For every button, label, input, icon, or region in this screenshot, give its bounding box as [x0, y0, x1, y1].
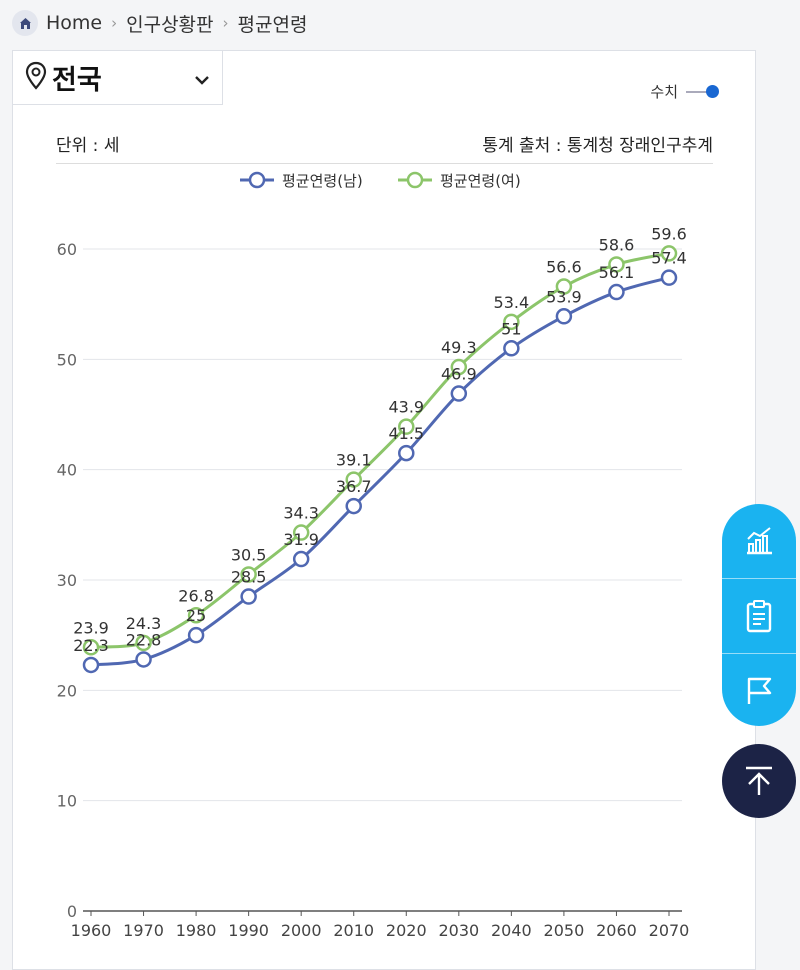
breadcrumb-population-dashboard[interactable]: 인구상황판: [126, 13, 214, 36]
data-point-female: [292, 524, 310, 541]
data-label-female: 59.6: [651, 224, 687, 243]
data-label-male: 57.4: [651, 249, 687, 268]
unit-label: 단위 : 세: [56, 136, 120, 156]
x-tick-label: 1980: [176, 921, 217, 940]
x-tick-label: 1990: [228, 921, 269, 940]
data-label-female: 56.6: [546, 258, 582, 277]
data-label-female: 49.3: [441, 338, 477, 357]
clipboard-icon: [746, 600, 772, 633]
data-label-male: 51: [501, 319, 521, 338]
legend-label-female: 평균연령(여): [440, 172, 521, 190]
data-label-female: 30.5: [231, 545, 267, 564]
value-toggle-label: 수치: [650, 83, 678, 101]
data-point-male: [187, 626, 205, 644]
y-tick-label: 10: [57, 792, 77, 811]
chevron-right-icon: ›: [111, 14, 118, 32]
floating-menu: [722, 504, 796, 726]
data-label-female: 39.1: [336, 451, 372, 470]
x-tick-label: 2010: [333, 921, 374, 940]
y-tick-label: 0: [67, 902, 77, 921]
breadcrumb-home[interactable]: Home: [46, 12, 103, 34]
data-label-male: 46.9: [441, 365, 477, 384]
x-tick-label: 1960: [71, 921, 112, 940]
data-point-female: [555, 278, 573, 295]
x-tick-label: 2000: [281, 921, 322, 940]
data-point-male: [292, 550, 310, 568]
data-label-female: 26.8: [178, 586, 214, 605]
data-label-female: 34.3: [283, 504, 319, 523]
legend-label-male: 평균연령(남): [282, 172, 363, 190]
x-tick-label: 2040: [491, 921, 532, 940]
data-label-male: 53.9: [546, 287, 582, 306]
data-label-female: 58.6: [599, 235, 635, 254]
chart-icon: [747, 527, 772, 555]
value-toggle[interactable]: 수치: [650, 81, 719, 102]
chevron-down-icon: [194, 71, 210, 90]
data-point-female: [135, 634, 152, 652]
data-point-male: [555, 308, 573, 325]
arrow-up-icon: [746, 766, 772, 795]
y-tick-label: 20: [57, 681, 77, 700]
data-label-female: 24.3: [126, 614, 162, 633]
x-tick-label: 2020: [386, 921, 427, 940]
flag-icon: [747, 677, 772, 704]
y-tick-label: 50: [57, 350, 77, 369]
data-label-female: 43.9: [388, 398, 424, 417]
data-label-male: 31.9: [283, 530, 319, 549]
data-point-male: [240, 588, 257, 605]
x-tick-label: 2030: [438, 921, 479, 940]
source-label: 통계 출처 : 통계청 장래인구추계: [482, 136, 713, 156]
data-label-male: 41.5: [388, 424, 424, 443]
series-line-male: [90, 276, 670, 667]
chart-card: 전국 수치 단위 : 세 통계 출처 : 통계청 장래인구추계: [12, 50, 756, 970]
data-label-male: 25: [186, 606, 206, 625]
data-point-male: [608, 283, 625, 301]
clipboard-shortcut-button[interactable]: [722, 578, 796, 653]
data-label-male: 22.8: [126, 630, 162, 649]
chart-shortcut-button[interactable]: [722, 504, 796, 578]
location-pin-icon: [25, 61, 47, 95]
data-point-male: [135, 651, 152, 668]
data-point-female: [345, 471, 362, 488]
region-select[interactable]: 전국: [13, 51, 223, 105]
data-point-female: [240, 566, 257, 583]
data-point-female: [503, 313, 520, 331]
data-point-male: [345, 497, 362, 515]
data-label-male: 28.5: [231, 568, 267, 587]
x-tick-label: 2050: [544, 921, 585, 940]
x-tick-label: 2060: [596, 921, 637, 940]
data-point-male: [398, 444, 415, 462]
region-select-value: 전국: [52, 65, 102, 96]
data-point-male: [503, 340, 520, 357]
data-point-female: [187, 607, 205, 624]
legend-marker-female: [406, 171, 424, 189]
breadcrumb: Home › 인구상황판 › 평균연령: [12, 8, 307, 38]
y-tick-label: 60: [57, 240, 77, 259]
data-point-female: [450, 358, 468, 376]
scroll-to-top-button[interactable]: [722, 744, 796, 818]
data-point-female: [608, 256, 625, 273]
x-tick-label: 2070: [649, 921, 690, 940]
data-point-female: [82, 639, 100, 656]
y-tick-label: 30: [57, 571, 77, 590]
data-point-female: [398, 418, 415, 435]
toggle-knob: [706, 85, 719, 98]
data-label-male: 56.1: [599, 263, 635, 282]
flag-shortcut-button[interactable]: [722, 653, 796, 728]
home-icon[interactable]: [12, 10, 38, 36]
data-label-male: 22.3: [73, 636, 109, 655]
data-label-female: 53.4: [494, 293, 530, 312]
x-tick-label: 1970: [123, 921, 164, 940]
data-label-female: 23.9: [73, 618, 109, 637]
y-tick-label: 40: [57, 461, 77, 480]
chevron-right-icon: ›: [222, 14, 229, 32]
data-point-female: [660, 245, 678, 262]
legend-marker-male: [248, 171, 266, 189]
data-point-male: [450, 385, 468, 402]
data-point-male: [660, 269, 678, 286]
breadcrumb-average-age: 평균연령: [237, 13, 308, 36]
data-point-male: [82, 656, 100, 674]
data-label-male: 36.7: [336, 477, 372, 496]
